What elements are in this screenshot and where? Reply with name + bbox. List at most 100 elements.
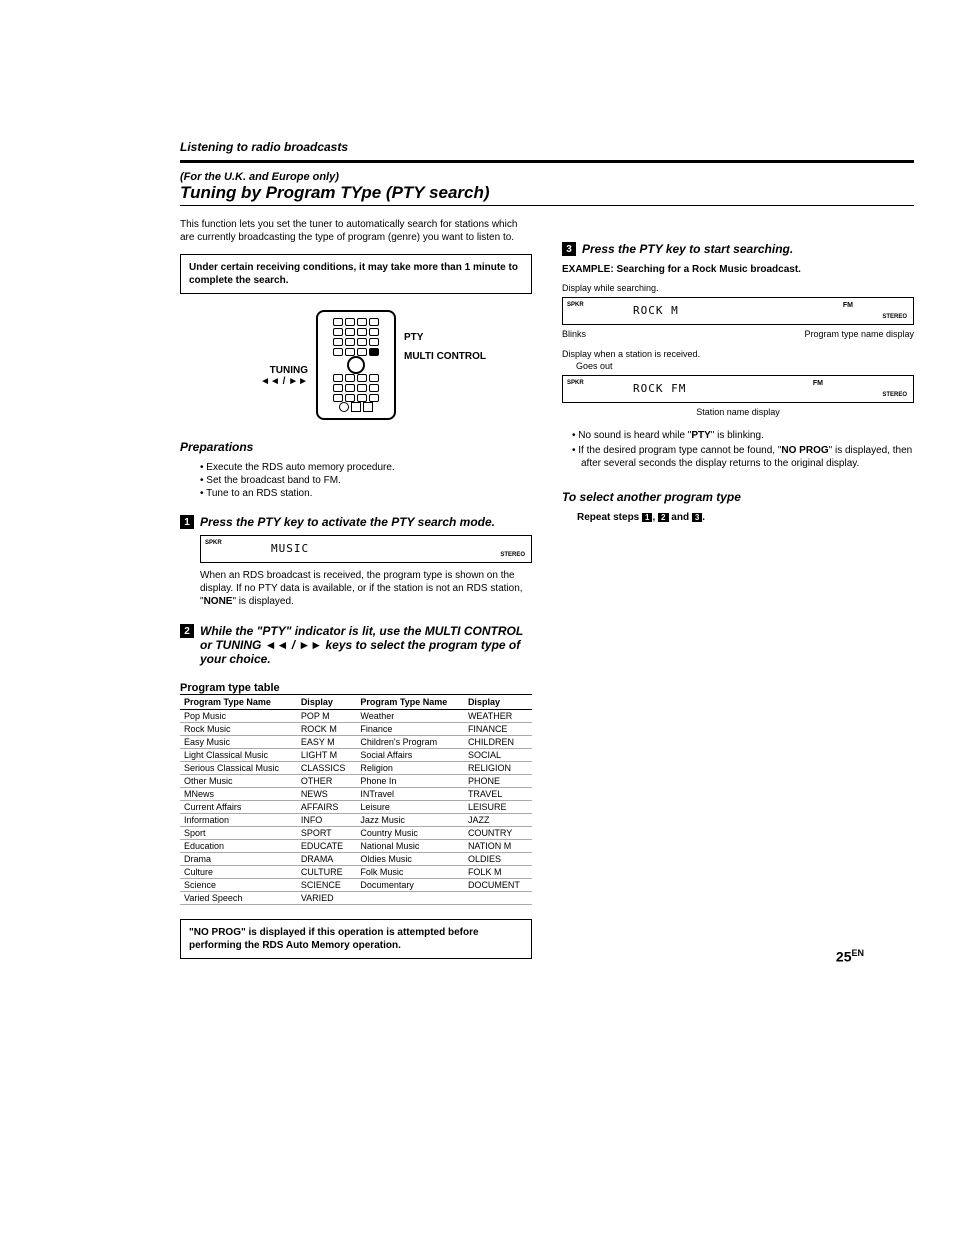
table-cell: OTHER — [297, 775, 357, 788]
right-column: 3 Press the PTY key to start searching. … — [562, 218, 914, 975]
table-cell: Information — [180, 814, 297, 827]
none-bold: NONE — [204, 596, 233, 607]
table-row: Current AffairsAFFAIRSLeisureLEISURE — [180, 801, 532, 814]
table-cell: VARIED — [297, 892, 357, 905]
table-cell: Rock Music — [180, 723, 297, 736]
fm-label: FM — [843, 302, 853, 309]
table-cell: COUNTRY — [464, 827, 532, 840]
left-column: This function lets you set the tuner to … — [180, 218, 532, 975]
table-cell — [464, 892, 532, 905]
table-cell: JAZZ — [464, 814, 532, 827]
small-step-icon: 2 — [658, 513, 668, 522]
small-step-icon: 3 — [692, 513, 702, 522]
table-cell: Oldies Music — [356, 853, 464, 866]
table-row: EducationEDUCATENational MusicNATION M — [180, 840, 532, 853]
notes-list: No sound is heard while "PTY" is blinkin… — [562, 429, 914, 470]
example-line: EXAMPLE: Searching for a Rock Music broa… — [562, 264, 914, 275]
table-cell: EASY M — [297, 736, 357, 749]
search-row-labels: Blinks Program type name display — [562, 329, 914, 339]
preparations-heading: Preparations — [180, 440, 532, 454]
step-num-icon: 1 — [180, 515, 194, 529]
table-cell: Varied Speech — [180, 892, 297, 905]
table-row: ScienceSCIENCEDocumentaryDOCUMENT — [180, 879, 532, 892]
table-title: Program type table — [180, 682, 532, 695]
table-row: InformationINFOJazz MusicJAZZ — [180, 814, 532, 827]
table-cell: WEATHER — [464, 710, 532, 723]
label-multi-text: MULTI CONTROL — [404, 352, 486, 362]
table-cell: Folk Music — [356, 866, 464, 879]
table-cell: INTravel — [356, 788, 464, 801]
note-item: No sound is heard while "PTY" is blinkin… — [572, 429, 914, 442]
table-cell: Light Classical Music — [180, 749, 297, 762]
table-cell: Finance — [356, 723, 464, 736]
table-cell: DRAMA — [297, 853, 357, 866]
table-cell: TRAVEL — [464, 788, 532, 801]
pty-name-label: Program type name display — [804, 329, 914, 339]
fm-label: FM — [813, 380, 823, 387]
table-cell — [356, 892, 464, 905]
table-cell: SPORT — [297, 827, 357, 840]
prep-list: Execute the RDS auto memory procedure. S… — [180, 462, 532, 499]
table-cell: ROCK M — [297, 723, 357, 736]
step-num-icon: 3 — [562, 242, 576, 256]
table-cell: Jazz Music — [356, 814, 464, 827]
stereo-label: STEREO — [882, 392, 907, 398]
display-searching: SPKR ROCK M FM STEREO — [562, 297, 914, 325]
section-heading: Listening to radio broadcasts — [180, 140, 914, 156]
table-cell: NATION M — [464, 840, 532, 853]
prep-item: Tune to an RDS station. — [200, 488, 532, 499]
table-cell: Serious Classical Music — [180, 762, 297, 775]
table-row: Other MusicOTHERPhone InPHONE — [180, 775, 532, 788]
table-cell: Children's Program — [356, 736, 464, 749]
table-row: CultureCULTUREFolk MusicFOLK M — [180, 866, 532, 879]
prep-item: Set the broadcast band to FM. — [200, 475, 532, 486]
table-cell: Weather — [356, 710, 464, 723]
step-1-text: Press the PTY key to activate the PTY se… — [200, 515, 495, 529]
table-cell: OLDIES — [464, 853, 532, 866]
th: Display — [297, 695, 357, 710]
goes-out-label: Goes out — [562, 361, 914, 371]
display-content: ROCK FM — [633, 382, 686, 395]
label-tuning: TUNING ◄◄ / ►► — [260, 365, 308, 387]
table-cell: CULTURE — [297, 866, 357, 879]
table-cell: Documentary — [356, 879, 464, 892]
table-row: Light Classical MusicLIGHT MSocial Affai… — [180, 749, 532, 762]
th: Display — [464, 695, 532, 710]
step-3: 3 Press the PTY key to start searching. — [562, 242, 914, 256]
table-cell: EDUCATE — [297, 840, 357, 853]
table-cell: Country Music — [356, 827, 464, 840]
table-cell: DOCUMENT — [464, 879, 532, 892]
table-cell: Leisure — [356, 801, 464, 814]
step-3-text: Press the PTY key to start searching. — [582, 242, 793, 256]
table-cell: INFO — [297, 814, 357, 827]
pretitle: (For the U.K. and Europe only) — [180, 171, 914, 183]
table-cell: Pop Music — [180, 710, 297, 723]
th: Program Type Name — [180, 695, 297, 710]
table-cell: LIGHT M — [297, 749, 357, 762]
no-prog-box: "NO PROG" is displayed if this operation… — [180, 919, 532, 959]
table-cell: RELIGION — [464, 762, 532, 775]
th: Program Type Name — [356, 695, 464, 710]
display-step1: SPKR MUSIC STEREO — [200, 535, 532, 563]
table-row: SportSPORTCountry MusicCOUNTRY — [180, 827, 532, 840]
spkr-label: SPKR — [567, 302, 584, 308]
display-content: MUSIC — [271, 542, 309, 555]
table-row: Easy MusicEASY MChildren's ProgramCHILDR… — [180, 736, 532, 749]
table-cell: AFFAIRS — [297, 801, 357, 814]
display-received: SPKR ROCK FM FM STEREO — [562, 375, 914, 403]
table-row: MNewsNEWSINTravelTRAVEL — [180, 788, 532, 801]
step-2: 2 While the "PTY" indicator is lit, use … — [180, 624, 532, 666]
table-cell: FINANCE — [464, 723, 532, 736]
step-2-text: While the "PTY" indicator is lit, use th… — [200, 624, 532, 666]
station-name-label: Station name display — [696, 407, 780, 417]
step-num-icon: 2 — [180, 624, 194, 638]
table-cell: POP M — [297, 710, 357, 723]
table-cell: MNews — [180, 788, 297, 801]
table-cell: Education — [180, 840, 297, 853]
table-cell: PHONE — [464, 775, 532, 788]
main-title: Tuning by Program TYpe (PTY search) — [180, 183, 914, 206]
table-cell: Culture — [180, 866, 297, 879]
page-number: 25EN — [836, 948, 864, 965]
table-cell: Current Affairs — [180, 801, 297, 814]
label-pty: PTY — [404, 332, 423, 343]
